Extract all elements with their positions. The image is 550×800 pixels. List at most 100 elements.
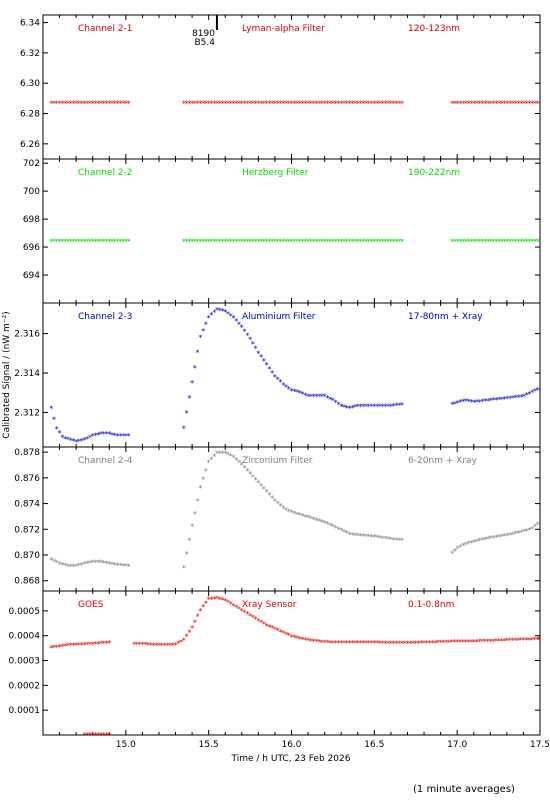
data-point: * — [127, 563, 131, 572]
data-point: * — [198, 100, 202, 109]
data-point: * — [209, 100, 213, 109]
data-point: * — [66, 642, 70, 651]
data-point: * — [85, 560, 89, 569]
data-point: * — [69, 100, 73, 109]
data-point: * — [121, 562, 125, 571]
data-point: * — [256, 349, 260, 358]
data-point: * — [535, 636, 539, 645]
data-point: * — [397, 237, 401, 246]
data-point: * — [77, 237, 81, 246]
data-point: * — [525, 100, 529, 109]
data-point: * — [375, 403, 379, 412]
data-point: * — [270, 624, 274, 633]
data-point: * — [309, 515, 313, 524]
data-point: * — [209, 455, 213, 464]
data-point: * — [489, 534, 493, 543]
data-point: * — [306, 514, 310, 523]
data-point: * — [157, 642, 161, 651]
data-point: * — [193, 510, 197, 519]
data-point: * — [251, 473, 255, 482]
data-point: * — [80, 100, 84, 109]
data-point: * — [392, 536, 396, 545]
data-point: * — [273, 625, 277, 634]
data-point: * — [107, 237, 111, 246]
data-point: * — [519, 528, 523, 537]
data-point: * — [99, 100, 103, 109]
data-point: * — [328, 395, 332, 404]
data-point: * — [392, 100, 396, 109]
y-tick-label: 0.0004 — [9, 632, 41, 642]
data-point: * — [215, 237, 219, 246]
data-point: * — [336, 401, 340, 410]
data-point: * — [69, 563, 73, 572]
data-point: * — [314, 638, 318, 647]
data-point: * — [276, 100, 280, 109]
data-point: * — [524, 636, 528, 645]
data-point: * — [483, 100, 487, 109]
data-point: * — [121, 432, 125, 441]
data-point: * — [226, 599, 230, 608]
data-point: * — [187, 628, 191, 637]
data-point: * — [367, 533, 371, 542]
data-point: * — [185, 550, 189, 559]
data-point: * — [356, 532, 360, 541]
data-point: * — [229, 312, 233, 321]
data-point: * — [461, 542, 465, 551]
data-point: * — [226, 451, 230, 460]
y-tick-label: 6.30 — [20, 79, 40, 89]
data-point: * — [295, 510, 299, 519]
data-point: * — [251, 100, 255, 109]
data-point: * — [91, 100, 95, 109]
data-point: * — [394, 640, 398, 649]
data-point: * — [350, 531, 354, 540]
data-point: * — [381, 639, 385, 648]
data-point: * — [187, 536, 191, 545]
data-point: * — [292, 634, 296, 643]
data-point: * — [60, 642, 64, 651]
data-point: * — [383, 237, 387, 246]
data-point: * — [209, 311, 213, 320]
data-point: * — [116, 237, 120, 246]
data-point: * — [49, 405, 53, 414]
data-point: * — [171, 641, 175, 650]
data-point: * — [237, 458, 241, 467]
data-point: * — [88, 237, 92, 246]
data-point: * — [500, 395, 504, 404]
data-point: * — [273, 373, 277, 382]
data-point: * — [470, 100, 474, 109]
data-point: * — [486, 397, 490, 406]
data-point: * — [124, 237, 128, 246]
y-tick-label: 0.0005 — [9, 607, 41, 617]
data-point: * — [91, 731, 95, 740]
data-point: * — [88, 641, 92, 650]
data-point: * — [514, 394, 518, 403]
data-point: * — [312, 393, 316, 402]
data-point: * — [265, 622, 269, 631]
data-point: * — [328, 100, 332, 109]
data-point: * — [403, 640, 407, 649]
data-point: * — [325, 100, 329, 109]
data-point: * — [530, 636, 534, 645]
data-point: * — [96, 237, 100, 246]
data-point: * — [342, 100, 346, 109]
data-point: * — [55, 643, 59, 652]
data-point: * — [516, 237, 520, 246]
data-point: * — [110, 100, 114, 109]
panel-label: 17-80nm + Xray — [408, 312, 483, 322]
data-point: * — [287, 100, 291, 109]
data-point: * — [375, 533, 379, 542]
data-point: * — [353, 531, 357, 540]
data-point: * — [63, 100, 67, 109]
data-point: * — [96, 640, 100, 649]
data-point: * — [364, 237, 368, 246]
data-point: * — [254, 345, 258, 354]
data-point: * — [372, 533, 376, 542]
data-point: * — [323, 100, 327, 109]
data-point: * — [196, 497, 200, 506]
data-point: * — [82, 560, 86, 569]
x-tick-label: 16.5 — [364, 740, 384, 750]
data-point: * — [248, 237, 252, 246]
data-point: * — [229, 100, 233, 109]
data-point: * — [378, 534, 382, 543]
data-point: * — [80, 561, 84, 570]
